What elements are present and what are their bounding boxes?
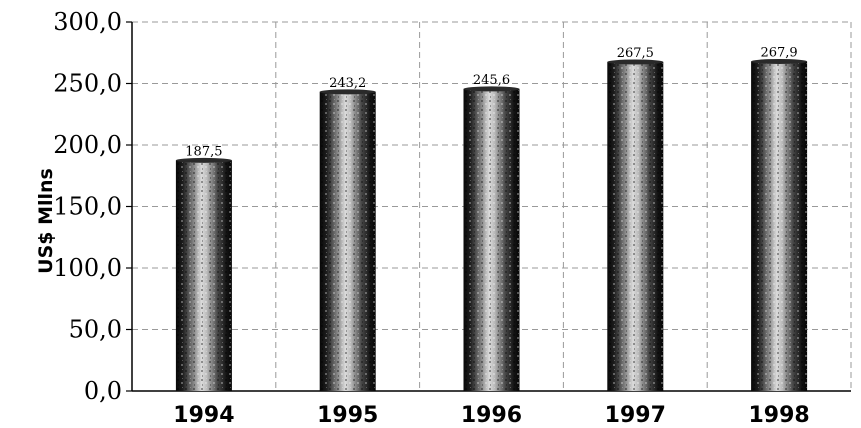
bar-cap — [751, 58, 808, 64]
data-label: 267,9 — [760, 45, 797, 60]
bar-texture — [463, 88, 520, 392]
x-tick-label: 1998 — [748, 403, 809, 428]
bar-texture — [175, 160, 232, 391]
bar-texture — [751, 61, 808, 391]
x-tick-label: 1997 — [605, 403, 666, 428]
y-tick-label: 200,0 — [53, 131, 122, 159]
y-tick-label: 0,0 — [84, 377, 122, 405]
labels: 0,0 50,0 100,0 150,0 200,0 250,0 300,0 187,5 199… — [53, 8, 809, 428]
bar-cap — [607, 59, 664, 65]
gridlines — [132, 21, 852, 391]
y-tick-label: 300,0 — [53, 8, 122, 36]
bar-texture — [607, 61, 664, 391]
bar-texture — [319, 91, 376, 391]
data-label: 187,5 — [185, 144, 222, 159]
y-tick-label: 100,0 — [53, 254, 122, 282]
x-tick-label: 1996 — [461, 403, 522, 428]
data-label: 243,2 — [329, 76, 366, 91]
y-tick-label: 250,0 — [53, 70, 122, 98]
bar-cap — [175, 157, 232, 163]
y-tick-label: 50,0 — [69, 316, 122, 344]
data-label: 267,5 — [617, 46, 654, 61]
x-tick-label: 1994 — [173, 403, 234, 428]
y-axis-label: US$ Mllns — [35, 168, 57, 274]
bar-cap — [463, 86, 520, 92]
y-tick-label: 150,0 — [53, 193, 122, 221]
x-tick-label: 1995 — [317, 403, 378, 428]
data-label: 245,6 — [473, 73, 510, 88]
bars — [175, 58, 808, 392]
bar-cap — [319, 89, 376, 95]
